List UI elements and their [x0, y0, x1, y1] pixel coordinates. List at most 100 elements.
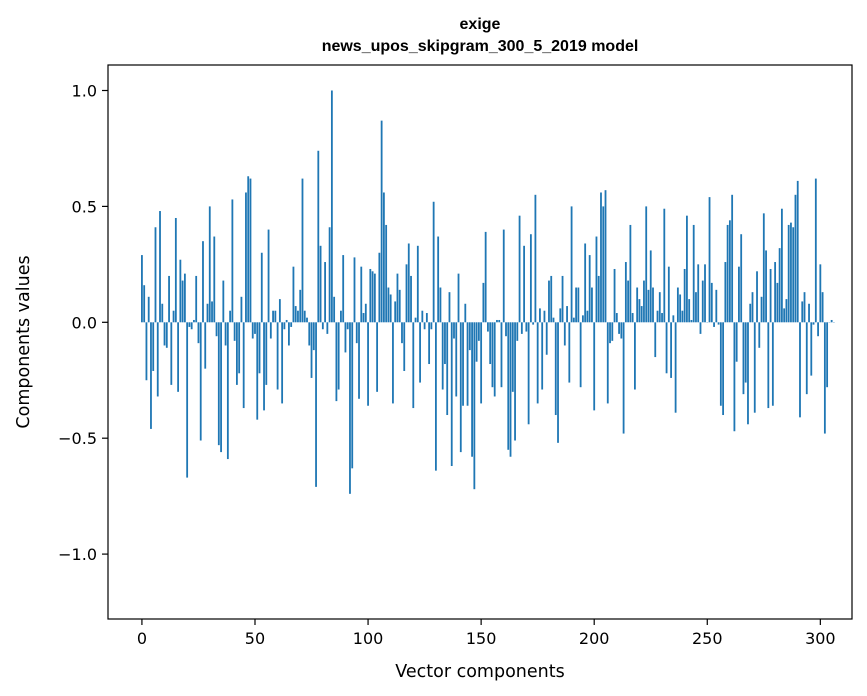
bar-74: [308, 322, 311, 346]
bar-9: [161, 303, 164, 323]
bar-57: [269, 322, 272, 339]
bar-36: [222, 280, 225, 323]
bar-47: [247, 176, 250, 323]
bar-21: [188, 322, 191, 327]
bar-25: [197, 322, 200, 344]
chart-title-line1: exige: [460, 16, 501, 33]
bar-230: [661, 313, 663, 323]
bar-177: [541, 322, 544, 390]
bar-73: [306, 317, 308, 323]
bar-0: [141, 255, 143, 323]
bar-215: [627, 280, 630, 323]
bar-208: [611, 322, 614, 341]
bar-190: [570, 206, 573, 323]
bar-218: [634, 322, 636, 390]
bar-242: [688, 299, 691, 323]
bar-28: [204, 322, 207, 369]
bar-120: [412, 322, 415, 409]
bar-97: [360, 266, 363, 323]
bar-193: [577, 287, 580, 323]
bar-90: [344, 322, 347, 353]
bar-31: [211, 301, 213, 323]
bar-141: [459, 322, 462, 453]
bar-217: [631, 313, 634, 323]
bar-65: [288, 322, 290, 346]
bar-163: [509, 322, 512, 457]
bar-299: [817, 322, 819, 337]
x-tick-label: 50: [245, 629, 265, 648]
bar-283: [780, 208, 783, 323]
bar-61: [278, 299, 281, 323]
bar-71: [301, 178, 304, 323]
bar-23: [193, 319, 195, 323]
bar-54: [263, 322, 265, 411]
x-tick-label: 300: [805, 629, 836, 648]
bar-233: [667, 266, 670, 323]
bar-189: [568, 322, 571, 383]
bar-52: [258, 322, 261, 374]
bar-27: [202, 241, 204, 323]
bar-158: [498, 319, 501, 323]
bar-134: [444, 322, 446, 365]
y-axis-label: Components values: [14, 255, 34, 428]
bar-51: [256, 322, 259, 420]
bar-245: [695, 292, 697, 323]
bar-156: [493, 322, 496, 397]
bar-102: [371, 271, 374, 323]
bar-155: [491, 322, 494, 388]
bar-118: [407, 243, 410, 323]
bar-68: [294, 306, 297, 323]
bar-147: [473, 322, 476, 490]
bar-173: [532, 322, 535, 325]
bar-258: [724, 262, 727, 323]
bar-284: [783, 308, 786, 323]
bar-231: [663, 208, 666, 323]
bar-266: [742, 322, 745, 395]
bar-185: [559, 308, 562, 323]
bar-37: [224, 322, 227, 346]
bar-301: [821, 292, 824, 323]
bar-125: [423, 322, 426, 330]
ticks-group: 0 50 100 150 200 250 300 −1.0 −0.5 0.0 0.5 1.0: [58, 81, 835, 648]
bar-207: [609, 322, 611, 344]
bar-126: [425, 313, 428, 323]
bar-13: [170, 322, 173, 385]
bar-39: [229, 310, 232, 323]
bar-170: [525, 322, 528, 332]
bar-108: [385, 224, 388, 323]
bar-151: [482, 282, 485, 323]
bar-159: [500, 322, 503, 388]
bar-305: [830, 319, 833, 323]
bar-116: [403, 322, 406, 371]
bar-109: [387, 287, 390, 323]
bar-253: [713, 322, 715, 327]
bar-169: [523, 245, 526, 323]
bar-17: [179, 259, 182, 323]
bar-154: [489, 322, 492, 365]
bar-205: [604, 190, 607, 323]
bar-150: [480, 322, 483, 404]
bar-174: [534, 194, 537, 323]
bar-226: [652, 287, 654, 323]
bar-261: [731, 194, 734, 323]
bar-255: [717, 322, 720, 325]
bar-119: [410, 275, 412, 323]
bar-285: [785, 299, 788, 323]
x-axis-label: Vector components: [395, 662, 564, 682]
bar-152: [484, 231, 487, 323]
bar-43: [238, 322, 241, 374]
bar-62: [281, 322, 284, 404]
bar-103: [373, 273, 376, 323]
bar-254: [715, 289, 718, 323]
bar-162: [507, 322, 510, 450]
bar-121: [414, 317, 417, 323]
bar-49: [251, 322, 254, 339]
bar-273: [758, 322, 761, 348]
bar-111: [392, 322, 394, 404]
bar-168: [520, 322, 523, 334]
bar-211: [618, 322, 620, 334]
bar-35: [220, 322, 222, 453]
bar-257: [722, 322, 725, 416]
bar-237: [676, 287, 679, 323]
